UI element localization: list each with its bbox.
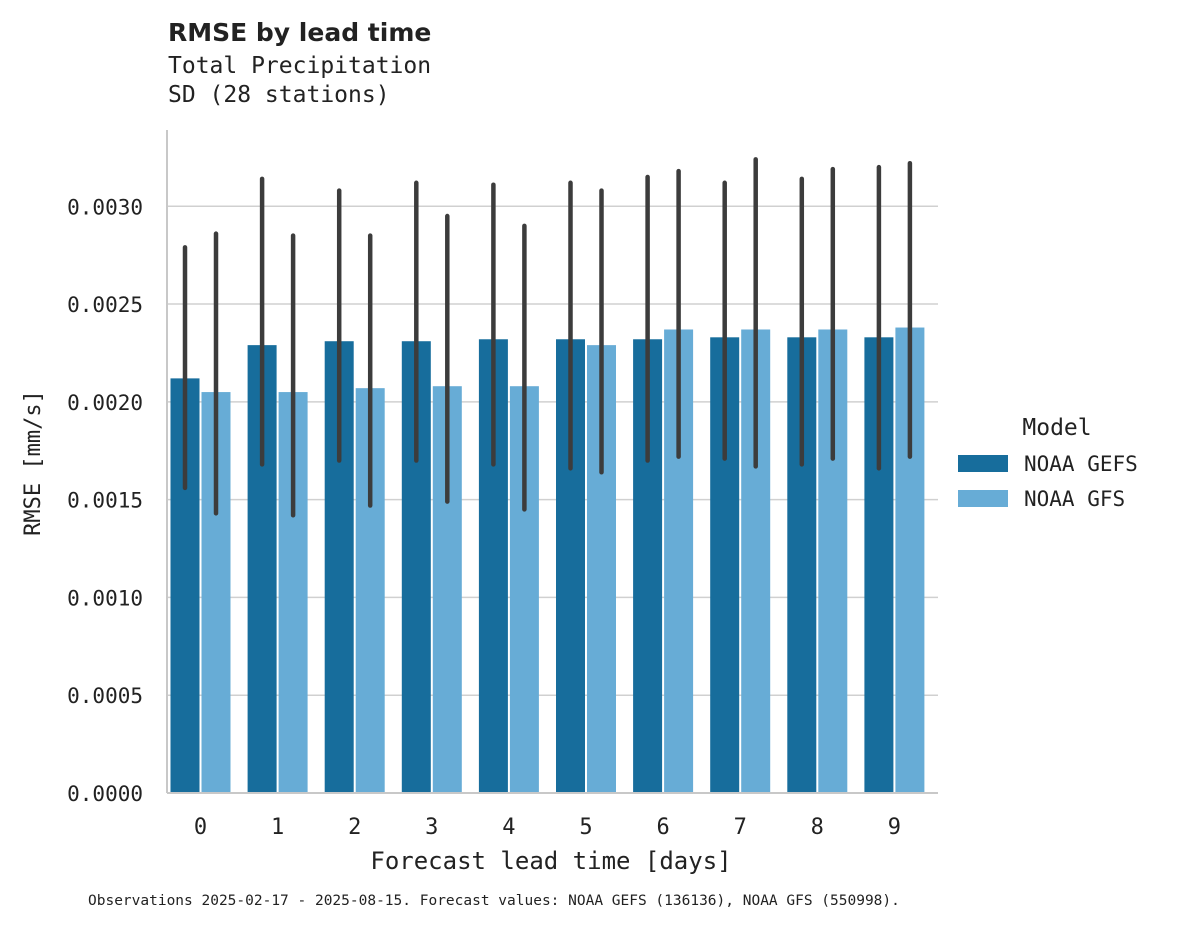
chart-title: RMSE by lead time: [168, 18, 431, 47]
footnote: Observations 2025-02-17 - 2025-08-15. Fo…: [88, 893, 900, 909]
y-tick-label: 0.0000: [67, 782, 143, 806]
chart-subtitle-line-2: SD (28 stations): [168, 82, 390, 108]
y-tick-label: 0.0020: [67, 391, 143, 415]
x-tick-label: 9: [888, 815, 901, 840]
x-axis-label: Forecast lead time [days]: [370, 847, 731, 875]
legend-label-noaa-gefs: NOAA GEFS: [1024, 452, 1138, 476]
y-tick-label: 0.0010: [67, 586, 143, 610]
legend: Model NOAA GEFS NOAA GFS: [958, 415, 1138, 511]
x-tick-label: 1: [271, 815, 284, 840]
legend-title: Model: [1022, 415, 1091, 441]
x-tick-label: 8: [811, 815, 824, 840]
legend-swatch-noaa-gfs: [958, 490, 1008, 507]
x-tick-label: 7: [734, 815, 747, 840]
x-tick-labels: 0 1 2 3 4 5 6 7 8 9: [194, 815, 901, 840]
x-tick-label: 5: [579, 815, 592, 840]
y-tick-label: 0.0030: [67, 195, 143, 219]
y-axis-label: RMSE [mm/s]: [21, 390, 46, 536]
error-bars: [182, 157, 913, 518]
chart-subtitle-line-1: Total Precipitation: [168, 53, 431, 79]
x-tick-label: 3: [425, 815, 438, 840]
y-tick-labels: 0.0000 0.0005 0.0010 0.0015 0.0020 0.0025 0.00…: [67, 195, 143, 806]
x-tick-label: 0: [194, 815, 207, 840]
y-tick-label: 0.0025: [67, 293, 143, 317]
y-tick-label: 0.0015: [67, 489, 143, 513]
x-tick-label: 6: [656, 815, 669, 840]
x-tick-label: 4: [502, 815, 515, 840]
legend-swatch-noaa-gefs: [958, 455, 1008, 472]
x-tick-label: 2: [348, 815, 361, 840]
y-tick-label: 0.0005: [67, 684, 143, 708]
bars: [170, 327, 925, 793]
legend-label-noaa-gfs: NOAA GFS: [1024, 487, 1125, 511]
